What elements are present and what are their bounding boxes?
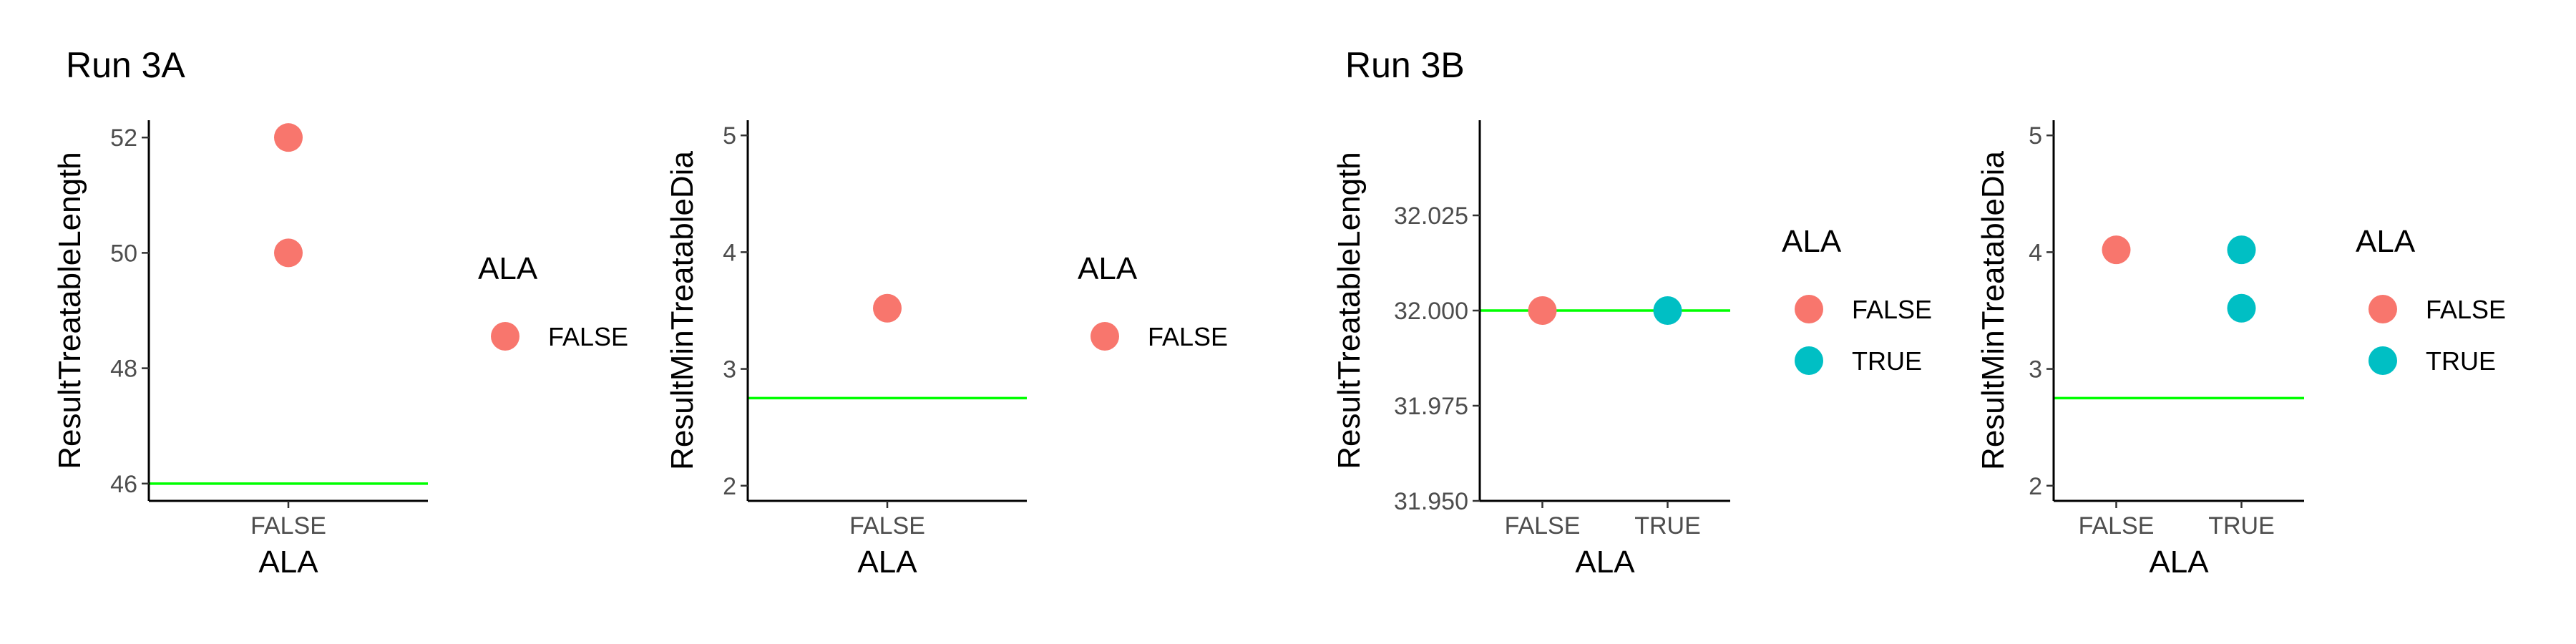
y-axis-title: ResultTreatableLength — [52, 152, 87, 469]
data-point-false — [274, 238, 303, 268]
data-point-false — [873, 293, 902, 323]
y-tick-label: 50 — [110, 240, 137, 267]
x-tick-label: FALSE — [250, 512, 326, 540]
x-tick-label: TRUE — [2208, 512, 2275, 540]
x-axis-title: ALA — [258, 545, 318, 580]
y-tick-label: 31.975 — [1394, 393, 1468, 420]
legend-title: ALA — [2356, 224, 2416, 259]
legend-key-false — [1795, 295, 1823, 323]
chart-panel-4: 2 3 4 5 FALSE TRUE ALA ResultMinTreatableDia ALA… — [1976, 120, 2506, 580]
legend-title: ALA — [478, 251, 538, 286]
legend-label-false: FALSE — [1148, 322, 1228, 351]
chart-panel-1: 46 48 50 52 FALSE ALA ResultTreatableLength ALA… — [52, 120, 628, 580]
y-tick-label: 52 — [110, 125, 137, 152]
legend-label-false: FALSE — [1852, 295, 1932, 324]
y-tick-label: 32.000 — [1394, 298, 1468, 325]
legend-label-true: TRUE — [2426, 346, 2496, 376]
legend-title: ALA — [1078, 251, 1138, 286]
y-tick-label: 2 — [723, 473, 736, 500]
legend-title: ALA — [1782, 224, 1842, 259]
x-axis-title: ALA — [1575, 545, 1635, 580]
y-tick-label: 4 — [2029, 239, 2042, 266]
y-tick-label: 2 — [2029, 473, 2042, 500]
group-title-run-3a: Run 3A — [66, 45, 185, 85]
x-tick-label: FALSE — [849, 512, 925, 540]
y-tick-label: 31.950 — [1394, 488, 1468, 515]
y-tick-label: 5 — [723, 122, 736, 150]
x-tick-label: FALSE — [1505, 512, 1581, 540]
legend-key-true — [1795, 346, 1823, 375]
chart-panel-2: 2 3 4 5 FALSE ALA ResultMinTreatableDia ALA FALS… — [665, 120, 1228, 580]
legend-key-false — [491, 322, 519, 351]
y-axis-title: ResultMinTreatableDia — [1976, 151, 2011, 470]
data-point-true — [2227, 235, 2256, 265]
data-point-true — [2227, 293, 2256, 323]
x-axis-title: ALA — [857, 545, 917, 580]
data-point-false — [1528, 296, 1557, 325]
data-point-false — [274, 123, 303, 152]
y-tick-label: 4 — [723, 239, 736, 266]
x-tick-label: TRUE — [1634, 512, 1701, 540]
y-tick-label: 46 — [110, 471, 137, 498]
y-tick-label: 5 — [2029, 122, 2042, 150]
x-tick-label: FALSE — [2079, 512, 2155, 540]
group-title-run-3b: Run 3B — [1345, 45, 1465, 85]
legend-key-true — [2368, 346, 2397, 375]
y-axis-title: ResultMinTreatableDia — [665, 151, 700, 470]
legend-key-false — [1091, 322, 1119, 351]
y-tick-label: 3 — [2029, 356, 2042, 384]
data-point-true — [1653, 296, 1682, 325]
y-tick-label: 48 — [110, 356, 137, 383]
y-tick-label: 3 — [723, 356, 736, 384]
y-axis-title: ResultTreatableLength — [1332, 152, 1367, 469]
legend-key-false — [2368, 295, 2397, 323]
y-tick-label: 32.025 — [1394, 203, 1468, 230]
legend-label-false: FALSE — [2426, 295, 2506, 324]
legend-label-true: TRUE — [1852, 346, 1922, 376]
x-axis-title: ALA — [2149, 545, 2209, 580]
data-point-false — [2102, 235, 2131, 265]
chart-panel-3: 31.950 31.975 32.000 32.025 FALSE TRUE ALA Resu… — [1332, 120, 1932, 580]
legend-label-false: FALSE — [548, 322, 628, 351]
